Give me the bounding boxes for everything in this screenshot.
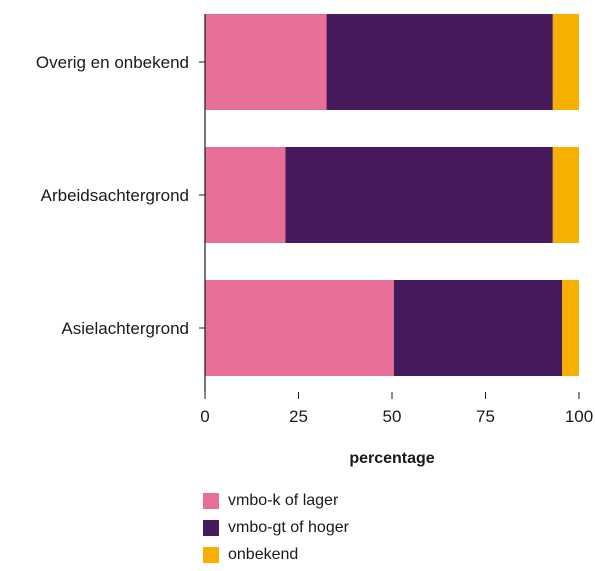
x-tick-label: 25 [289,407,308,426]
legend-label: vmbo-gt of hoger [228,519,349,536]
bar-asielachtergrond-vmbo-gt-of-hoger [393,280,563,376]
y-tick-label: Overig en onbekend [36,53,189,72]
bar-arbeidsachtergrond-onbekend [552,147,579,243]
y-axis: Overig en onbekend Arbeidsachtergrond Asie… [36,14,206,392]
bar-overig-en-onbekend-onbekend [552,14,579,110]
bar-overig-en-onbekend-vmbo-gt-of-hoger [326,14,553,110]
x-axis: 0 25 50 75 100 [200,392,593,426]
x-tick-label: 50 [383,407,402,426]
bar-overig-en-onbekend-vmbo-k-of-lager [205,14,327,110]
x-tick-label: 100 [565,407,593,426]
legend: vmbo-k of lager vmbo-gt of hoger onbeken… [203,488,349,569]
legend-item-vmbo-k: vmbo-k of lager [203,488,349,514]
bar-asielachtergrond-vmbo-k-of-lager [205,280,394,376]
stacked-bar-chart: Overig en onbekend Arbeidsachtergrond Asie… [36,14,593,467]
bar-asielachtergrond-onbekend [562,280,579,376]
legend-label: vmbo-k of lager [228,492,339,509]
x-tick-label: 75 [476,407,495,426]
x-tick-label: 0 [200,407,209,426]
legend-item-onbekend: onbekend [203,542,349,568]
bars-layer [205,14,579,376]
y-tick-label: Arbeidsachtergrond [41,186,189,205]
legend-item-vmbo-gt: vmbo-gt of hoger [203,515,349,541]
legend-swatch [203,520,219,536]
bar-arbeidsachtergrond-vmbo-k-of-lager [205,147,286,243]
y-tick-label: Asielachtergrond [61,319,189,338]
legend-swatch [203,493,219,509]
legend-swatch [203,547,219,563]
legend-label: onbekend [228,546,299,563]
bar-arbeidsachtergrond-vmbo-gt-of-hoger [285,147,553,243]
x-axis-title: percentage [349,450,434,467]
